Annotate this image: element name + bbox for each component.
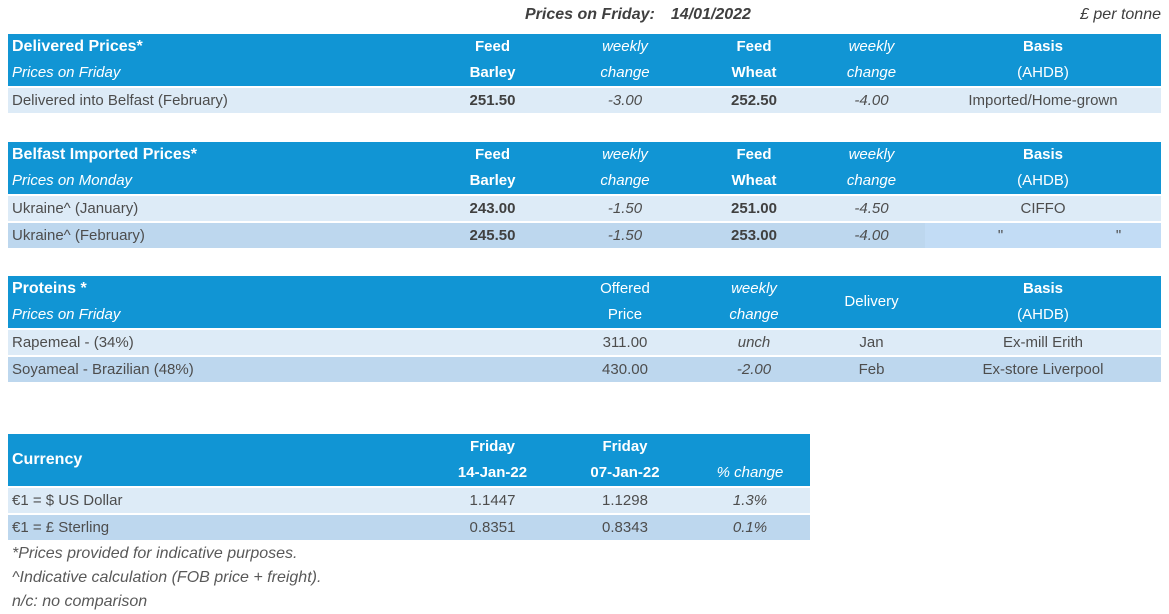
table-subtitle: Prices on Friday bbox=[12, 64, 121, 81]
delivered-prices-table: Delivered Prices* Prices on Friday Feed … bbox=[8, 34, 1161, 113]
basis-ditto-cell: " " bbox=[925, 223, 1161, 248]
spacer bbox=[8, 382, 1161, 434]
feed-barley-value: 251.50 bbox=[469, 92, 516, 109]
col-header-weekly-change-1: weekly change bbox=[600, 38, 650, 81]
table-title: Proteins * bbox=[12, 280, 87, 297]
col-header-basis: Basis (AHDB) bbox=[1017, 280, 1069, 323]
feed-barley-value: 243.00 bbox=[469, 200, 516, 217]
weekly-change-value: unch bbox=[737, 334, 771, 351]
col-header-weekly-change-2: weekly change bbox=[846, 146, 897, 189]
prices-on-friday-label: Prices on Friday: bbox=[525, 6, 655, 23]
table-row: Soyameal - Brazilian (48%) 430.00 -2.00 … bbox=[8, 355, 1161, 382]
col-header-feed-wheat: Feed Wheat bbox=[731, 38, 777, 81]
delivery-value: Feb bbox=[858, 361, 885, 378]
col-header-weekly-change: weekly change bbox=[729, 280, 779, 323]
spacer bbox=[8, 248, 1161, 276]
spacer bbox=[8, 113, 1161, 142]
col-header-weekly-change-1: weekly change bbox=[600, 146, 650, 189]
belfast-imported-header: Belfast Imported Prices* Prices on Monda… bbox=[8, 142, 1161, 194]
col-header-feed-wheat: Feed Wheat bbox=[731, 146, 777, 189]
currency-title-cell: Currency bbox=[8, 434, 425, 486]
footnotes: *Prices provided for indicative purposes… bbox=[8, 542, 1161, 614]
weekly-change-value: -1.50 bbox=[607, 227, 643, 244]
offered-price-value: 311.00 bbox=[602, 334, 648, 351]
currency-header: Currency Friday 14-Jan-22 Friday 07-Jan-… bbox=[8, 434, 810, 486]
delivered-prices-header: Delivered Prices* Prices on Friday Feed … bbox=[8, 34, 1161, 86]
table-subtitle: Prices on Friday bbox=[12, 306, 121, 323]
weekly-change-value: -1.50 bbox=[607, 200, 643, 217]
proteins-header: Proteins * Prices on Friday Offered Pric… bbox=[8, 276, 1161, 328]
rate-previous-value: 1.1298 bbox=[602, 492, 648, 509]
row-label: €1 = $ US Dollar bbox=[12, 492, 123, 509]
col-header-feed-barley: Feed Barley bbox=[469, 146, 516, 189]
col-header-friday-previous: Friday 07-Jan-22 bbox=[590, 438, 660, 481]
basis-value: Imported/Home-grown bbox=[968, 92, 1118, 109]
pct-change-value: 1.3% bbox=[732, 492, 768, 509]
footnote-indicative-calculation: ^Indicative calculation (FOB price + fre… bbox=[12, 569, 322, 586]
row-label: Delivered into Belfast (February) bbox=[12, 92, 228, 109]
currency-table: Currency Friday 14-Jan-22 Friday 07-Jan-… bbox=[8, 434, 810, 540]
ditto-mark: " bbox=[1115, 227, 1122, 244]
col-header-friday-current: Friday 14-Jan-22 bbox=[457, 438, 528, 481]
weekly-change-value: -4.50 bbox=[854, 200, 889, 217]
weekly-change-value: -2.00 bbox=[736, 361, 772, 378]
rate-current-value: 1.1447 bbox=[469, 492, 516, 509]
table-row: Delivered into Belfast (February) 251.50… bbox=[8, 86, 1161, 113]
report-topline: Prices on Friday: 14/01/2022 £ per tonne bbox=[8, 6, 1161, 32]
table-row: €1 = $ US Dollar 1.1447 1.1298 1.3% bbox=[8, 486, 810, 513]
feed-wheat-value: 253.00 bbox=[731, 227, 777, 244]
ditto-mark: " bbox=[997, 227, 1004, 244]
col-header-delivery: Delivery bbox=[844, 293, 899, 310]
feed-wheat-value: 251.00 bbox=[731, 200, 777, 217]
col-header-basis: Basis (AHDB) bbox=[1017, 146, 1069, 189]
delivery-value: Jan bbox=[859, 334, 884, 351]
row-label: €1 = £ Sterling bbox=[12, 519, 110, 536]
row-label: Rapemeal - (34%) bbox=[12, 334, 134, 351]
table-title: Delivered Prices* bbox=[12, 38, 143, 55]
table-title: Currency bbox=[12, 451, 83, 468]
basis-value: Ex-mill Erith bbox=[1002, 334, 1083, 351]
rate-previous-value: 0.8343 bbox=[602, 519, 648, 536]
col-header-feed-barley: Feed Barley bbox=[469, 38, 516, 81]
feed-barley-value: 245.50 bbox=[469, 227, 516, 244]
table-row: Ukraine^ (January) 243.00 -1.50 251.00 -… bbox=[8, 194, 1161, 221]
basis-value: CIFFO bbox=[1020, 200, 1066, 217]
proteins-title-cell: Proteins * Prices on Friday bbox=[8, 276, 560, 328]
row-label: Ukraine^ (January) bbox=[12, 200, 139, 217]
report-date: 14/01/2022 bbox=[670, 6, 751, 23]
pct-change-value: 0.1% bbox=[732, 519, 768, 536]
col-header-weekly-change-2: weekly change bbox=[846, 38, 897, 81]
rate-current-value: 0.8351 bbox=[469, 519, 516, 536]
col-header-pct-change: % change bbox=[716, 464, 784, 481]
feed-wheat-value: 252.50 bbox=[731, 92, 777, 109]
table-subtitle: Prices on Monday bbox=[12, 172, 133, 189]
table-row: €1 = £ Sterling 0.8351 0.8343 0.1% bbox=[8, 513, 810, 540]
col-header-basis: Basis (AHDB) bbox=[1017, 38, 1069, 81]
footnote-no-comparison: n/c: no comparison bbox=[12, 593, 148, 610]
unit-label: £ per tonne bbox=[1080, 6, 1161, 23]
footnote-prices-indicative: *Prices provided for indicative purposes… bbox=[12, 545, 298, 562]
weekly-change-value: -4.00 bbox=[854, 92, 889, 109]
row-label: Ukraine^ (February) bbox=[12, 227, 145, 244]
table-title: Belfast Imported Prices* bbox=[12, 146, 197, 163]
proteins-table: Proteins * Prices on Friday Offered Pric… bbox=[8, 276, 1161, 382]
offered-price-value: 430.00 bbox=[602, 361, 648, 378]
weekly-change-value: -4.00 bbox=[854, 227, 889, 244]
table-row: Ukraine^ (February) 245.50 -1.50 253.00 … bbox=[8, 221, 1161, 248]
basis-value: Ex-store Liverpool bbox=[982, 361, 1104, 378]
weekly-change-value: -3.00 bbox=[607, 92, 643, 109]
belfast-imported-prices-table: Belfast Imported Prices* Prices on Monda… bbox=[8, 142, 1161, 248]
belfast-title-cell: Belfast Imported Prices* Prices on Monda… bbox=[8, 142, 425, 194]
row-label: Soyameal - Brazilian (48%) bbox=[12, 361, 194, 378]
table-row: Rapemeal - (34%) 311.00 unch Jan Ex-mill… bbox=[8, 328, 1161, 355]
col-header-offered-price: Offered Price bbox=[600, 280, 650, 323]
delivered-title-cell: Delivered Prices* Prices on Friday bbox=[8, 34, 425, 86]
